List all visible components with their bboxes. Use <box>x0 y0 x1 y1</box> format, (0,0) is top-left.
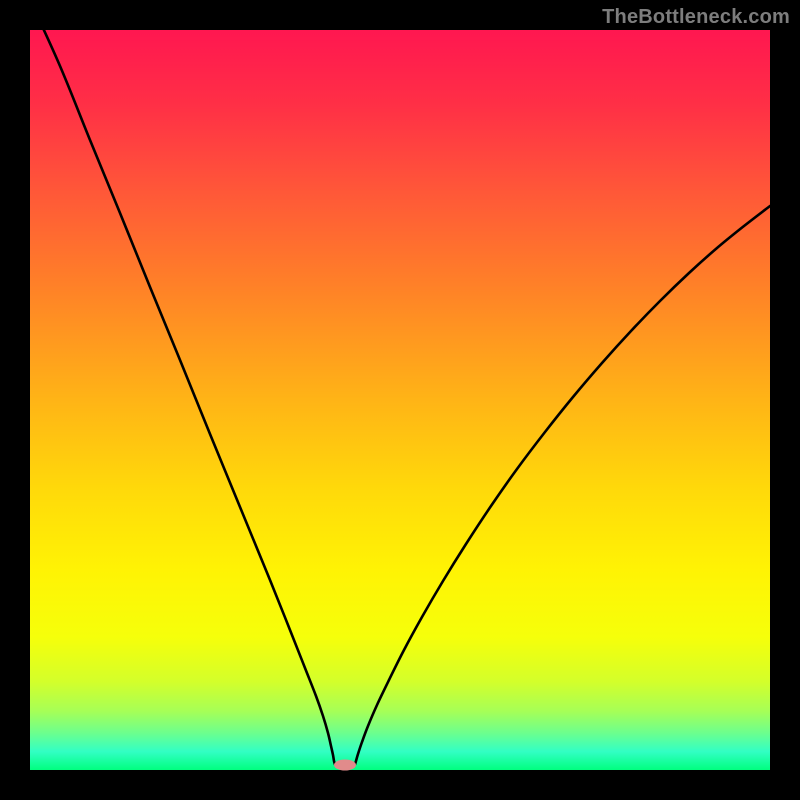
chart-container: TheBottleneck.com <box>0 0 800 800</box>
optimum-marker <box>334 760 356 771</box>
watermark-text: TheBottleneck.com <box>602 6 790 29</box>
bottleneck-chart <box>0 0 800 800</box>
